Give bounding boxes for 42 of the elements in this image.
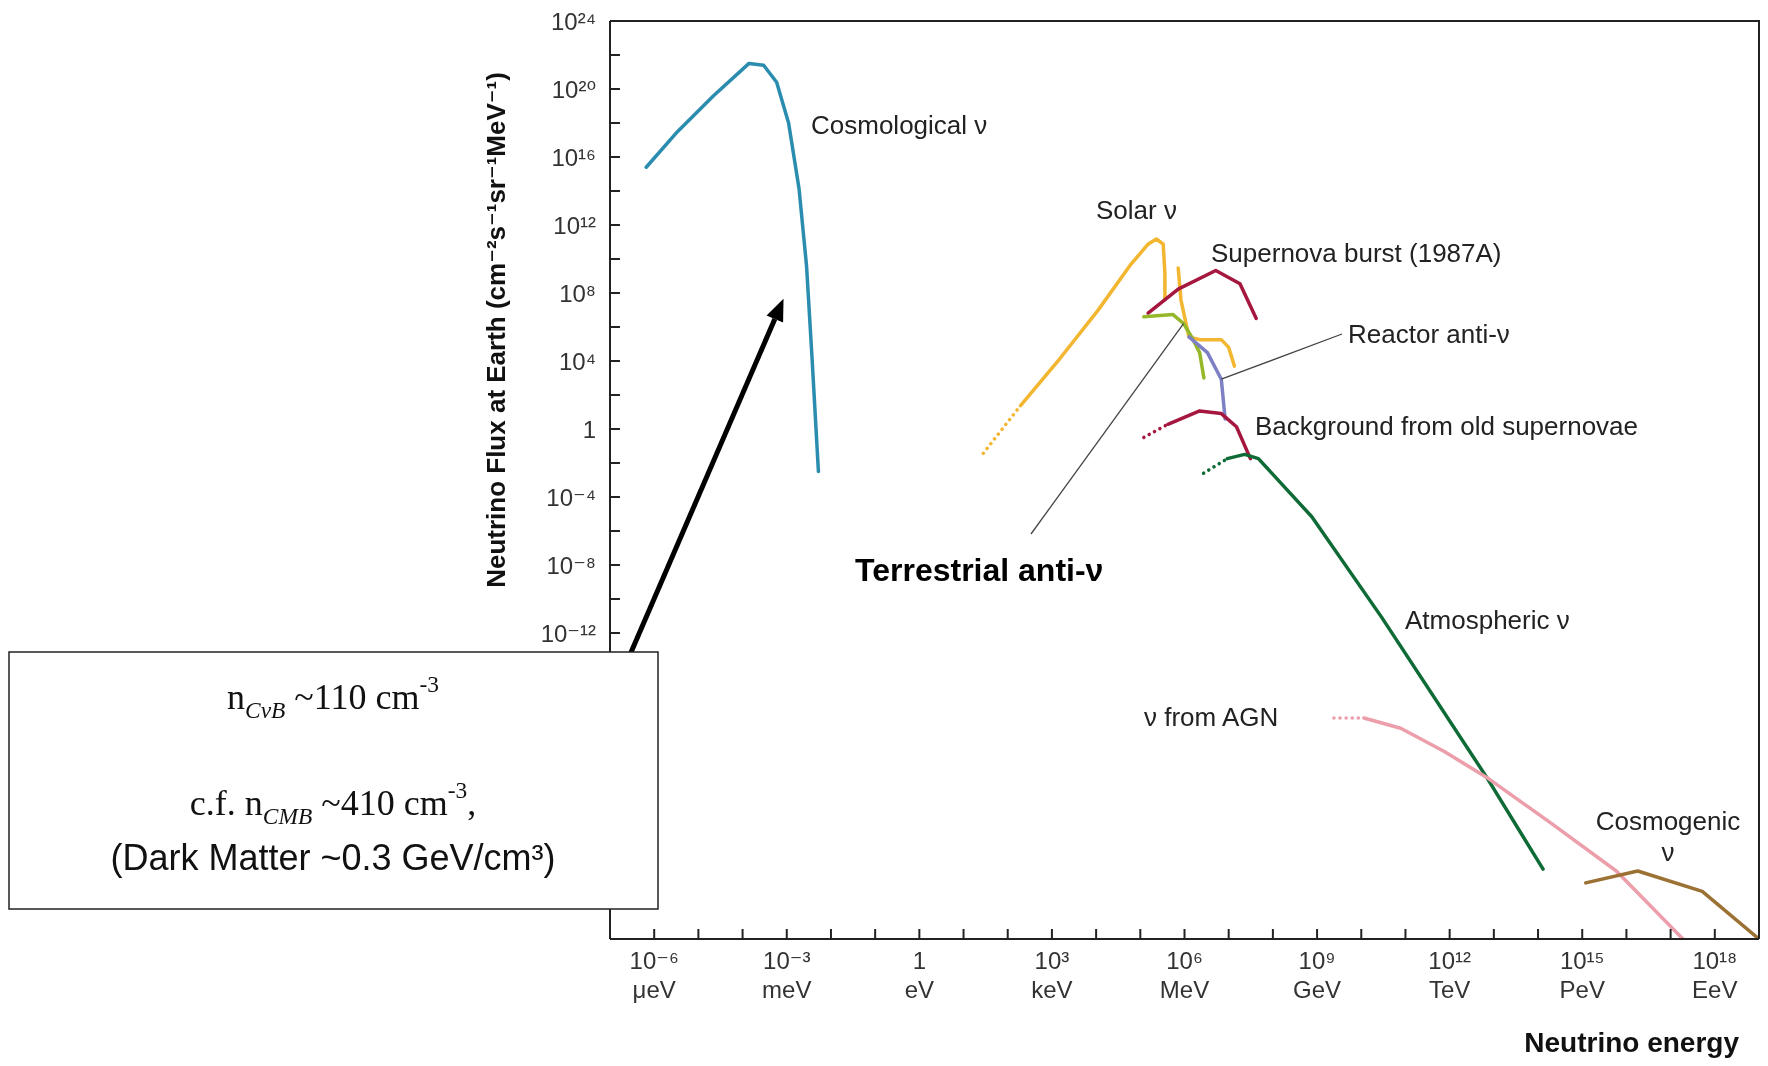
y-tick-label: 10¹² [553, 211, 596, 239]
y-tick-label: 10¹⁶ [551, 143, 596, 171]
annotation: Cosmogenic ν [1595, 806, 1741, 868]
x-axis-title: Neutrino energy [1524, 1027, 1740, 1058]
x-tick-label: 10⁻³ [763, 947, 811, 974]
x-tick-label: 10¹² [1428, 947, 1471, 974]
x-tick-label: 10⁹ [1298, 947, 1336, 974]
x-tick-label: 10⁻⁶ [629, 947, 679, 974]
x-tick-label: 1 [912, 947, 927, 974]
text: c.f. n$_{CMB}$ ~410 cm$^{-3}$, [189, 777, 477, 829]
text: meV [762, 976, 812, 1003]
x-tick-label: 10¹⁸ [1692, 947, 1738, 974]
annotation: Cosmological ν [811, 110, 988, 140]
y-tick-label: 10⁻⁴ [546, 483, 596, 511]
text: n$_{CνB}$ ~110 cm$^{-3}$ [227, 671, 439, 723]
y-tick-label: 1 [582, 415, 596, 443]
x-tick-label: 10¹⁵ [1559, 947, 1605, 974]
text: (Dark Matter ~0.3 GeV/cm³) [110, 836, 556, 878]
text: TeV [1428, 976, 1471, 1003]
y-tick-label: 10²⁴ [551, 7, 596, 35]
x-tick-label: 10³ [1034, 947, 1070, 974]
y-axis-title: Neutrino Flux at Earth (cm⁻²s⁻¹sr⁻¹MeV⁻¹) [481, 72, 511, 588]
text: μeV [632, 976, 676, 1003]
text: keV [1031, 976, 1073, 1003]
annotation: Supernova burst (1987A) [1211, 238, 1502, 268]
annotation: Atmospheric ν [1405, 605, 1570, 635]
annotation: ν from AGN [1144, 702, 1279, 732]
annotation: Solar ν [1096, 195, 1177, 225]
y-tick-label: 10⁻¹² [540, 619, 596, 647]
annotation: Terrestrial anti-ν [855, 552, 1104, 588]
y-tick-label: 10²⁰ [551, 75, 596, 103]
text: EeV [1692, 976, 1738, 1003]
text: MeV [1159, 976, 1210, 1003]
x-tick-label: 10⁶ [1166, 947, 1203, 974]
text: PeV [1559, 976, 1605, 1003]
y-tick-label: 10⁴ [558, 347, 596, 375]
annotation: Reactor anti-ν [1348, 319, 1510, 349]
y-tick-label: 10⁻⁸ [546, 551, 596, 579]
text: eV [904, 976, 935, 1003]
text: GeV [1293, 976, 1342, 1003]
y-tick-label: 10⁸ [559, 279, 596, 307]
annotation: Background from old supernovae [1255, 411, 1639, 441]
